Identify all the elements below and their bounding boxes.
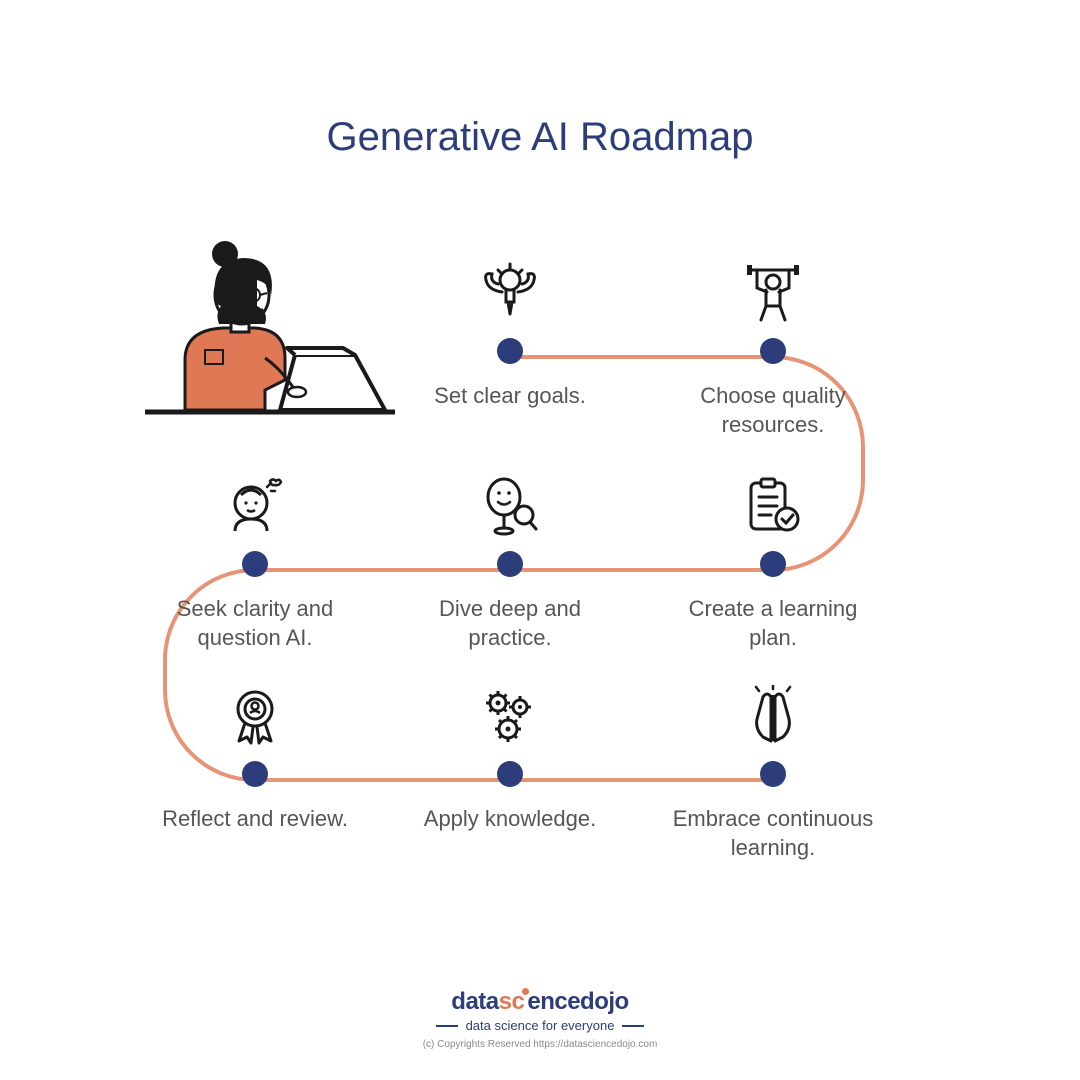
step-label: Create a learning plan. (668, 595, 878, 652)
mirror-search-icon (405, 471, 615, 543)
thinking-person-icon (150, 471, 360, 543)
step-label: Reflect and review. (150, 805, 360, 834)
roadmap-step-set-goals: Set clear goals. (405, 258, 615, 411)
roadmap-step-continuous: Embrace continuous learning. (668, 681, 878, 862)
step-label: Set clear goals. (405, 382, 615, 411)
step-dot (497, 761, 523, 787)
step-label: Dive deep and practice. (405, 595, 615, 652)
checklist-icon (668, 471, 878, 543)
step-dot (497, 551, 523, 577)
roadmap-step-choose-resources: Choose quality resources. (668, 258, 878, 439)
roadmap-step-reflect-review: Reflect and review. (150, 681, 360, 834)
step-label: Choose quality resources. (668, 382, 878, 439)
step-dot (242, 761, 268, 787)
weightlift-icon (668, 258, 878, 330)
ribbon-badge-icon (150, 681, 360, 753)
roadmap-step-seek-clarity: Seek clarity and question AI. (150, 471, 360, 652)
gears-icon (405, 681, 615, 753)
step-dot (760, 761, 786, 787)
roadmap-step-apply-knowledge: Apply knowledge. (405, 681, 615, 834)
roadmap-step-learning-plan: Create a learning plan. (668, 471, 878, 652)
copyright-text: (c) Copyrights Reserved https://datascie… (0, 1039, 1080, 1050)
step-dot (497, 338, 523, 364)
step-dot (760, 338, 786, 364)
praying-hands-icon (668, 681, 878, 753)
brand-logo: datascencedojo (0, 988, 1080, 1016)
brand-tagline: data science for everyone (0, 1018, 1080, 1033)
step-label: Apply knowledge. (405, 805, 615, 834)
roadmap-step-dive-deep: Dive deep and practice. (405, 471, 615, 652)
step-dot (760, 551, 786, 577)
step-label: Seek clarity and question AI. (150, 595, 360, 652)
footer: datascencedojo data science for everyone… (0, 988, 1080, 1050)
lightbulb-flex-icon (405, 258, 615, 330)
step-dot (242, 551, 268, 577)
step-label: Embrace continuous learning. (668, 805, 878, 862)
